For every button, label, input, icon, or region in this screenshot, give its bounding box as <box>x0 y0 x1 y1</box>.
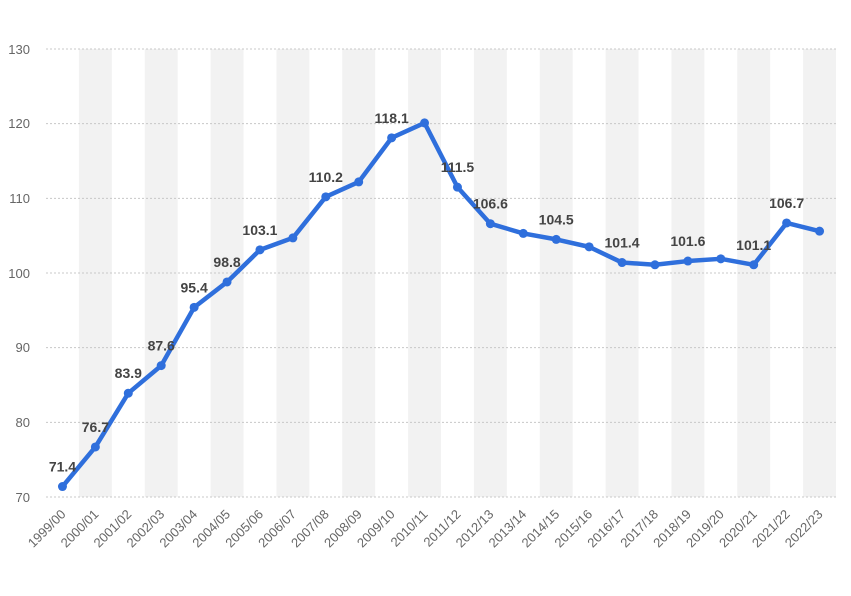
data-point <box>57 482 67 492</box>
column-band-7 <box>276 49 310 497</box>
series-line <box>60 120 822 489</box>
data-point <box>189 302 199 312</box>
data-label: 103.1 <box>242 222 277 238</box>
data-label: 104.5 <box>539 211 574 227</box>
y-axis-tick-labels: 70 80 90 100 110 120 130 <box>8 42 30 505</box>
data-point <box>749 260 759 270</box>
data-label: 98.8 <box>213 254 240 270</box>
data-label: 118.1 <box>374 110 408 126</box>
data-point <box>354 177 364 187</box>
data-point <box>321 192 331 202</box>
y-tick-90: 90 <box>16 340 30 355</box>
data-label: 76.7 <box>82 419 109 435</box>
y-tick-100: 100 <box>8 266 30 281</box>
data-point <box>650 260 660 270</box>
column-band-3 <box>144 49 178 497</box>
data-label: 71.4 <box>49 459 76 475</box>
y-tick-110: 110 <box>9 191 30 206</box>
data-point <box>551 234 561 244</box>
data-label: 95.4 <box>181 279 208 295</box>
data-point <box>584 242 594 252</box>
data-label: 83.9 <box>115 365 142 381</box>
data-label: 106.7 <box>769 195 804 211</box>
data-point <box>387 133 397 143</box>
column-band-11 <box>408 49 441 497</box>
data-point <box>288 233 298 243</box>
data-point <box>420 118 430 128</box>
data-point <box>683 256 693 266</box>
data-label: 110.2 <box>309 169 343 185</box>
data-label: 101.1 <box>736 237 771 253</box>
data-points <box>57 118 825 492</box>
data-point <box>90 442 100 452</box>
y-tick-70: 70 <box>16 490 30 505</box>
y-tick-80: 80 <box>16 415 30 430</box>
data-point <box>782 218 792 228</box>
data-label: 87.6 <box>148 338 175 354</box>
data-point <box>485 219 495 229</box>
data-point <box>123 388 133 398</box>
x-axis-tick-labels: 1999/002000/012001/022002/032003/042004/… <box>25 507 826 551</box>
data-point <box>452 182 462 192</box>
data-point <box>815 226 825 236</box>
data-point <box>518 228 528 238</box>
data-point <box>222 277 232 287</box>
data-label: 101.4 <box>605 235 640 251</box>
data-point <box>716 254 726 264</box>
data-label: 111.5 <box>441 159 475 175</box>
data-point <box>156 361 166 371</box>
data-label: 101.6 <box>670 233 705 249</box>
data-point <box>255 245 265 255</box>
y-tick-130: 130 <box>8 42 30 57</box>
data-label: 106.6 <box>473 196 508 212</box>
data-point <box>617 258 627 268</box>
y-tick-120: 120 <box>8 116 30 131</box>
